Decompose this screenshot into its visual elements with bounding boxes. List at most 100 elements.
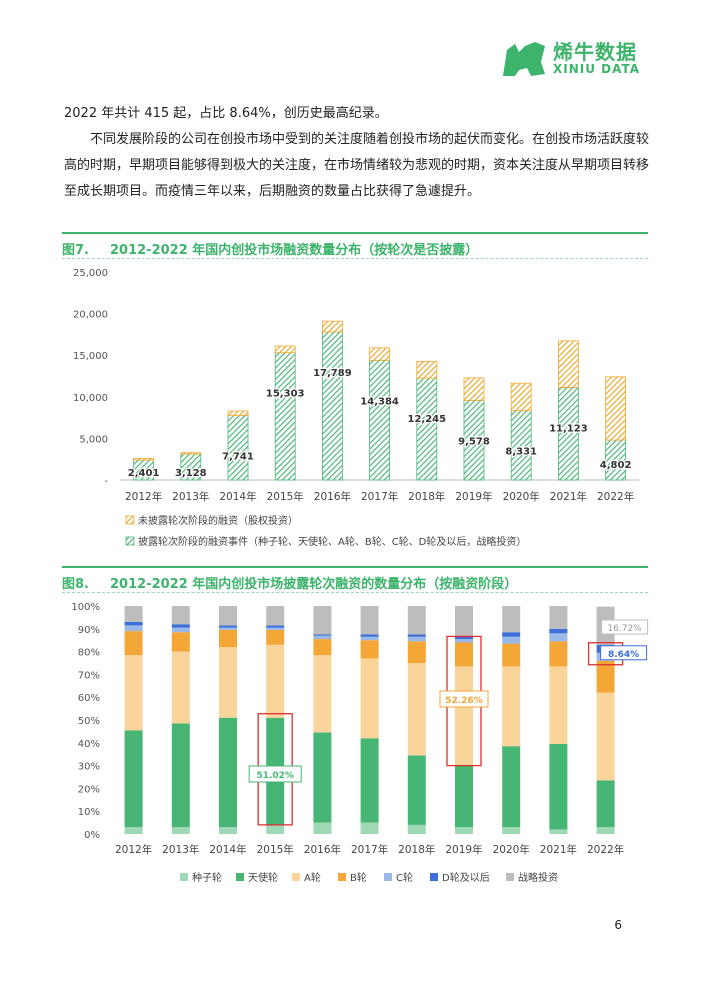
bar-segment-B轮 bbox=[407, 641, 426, 663]
x-tick-label: 2012年 bbox=[115, 843, 152, 856]
undisclosed-bar bbox=[510, 382, 532, 412]
bar-segment-C轮 bbox=[455, 639, 473, 643]
bar-segment-B轮 bbox=[502, 643, 521, 667]
bar-segment-A轮 bbox=[171, 651, 190, 724]
legend-swatch bbox=[430, 873, 438, 881]
legend-label: 披露轮次阶段的融资事件（种子轮、天使轮、A轮、B轮、C轮、D轮及以后，战略投资） bbox=[138, 535, 526, 548]
bar-segment-D轮及以后 bbox=[549, 628, 568, 634]
undisclosed-bar bbox=[180, 452, 202, 455]
x-tick-label: 2021年 bbox=[540, 843, 577, 856]
x-tick-label: 2014年 bbox=[219, 490, 256, 503]
undisclosed-bar bbox=[321, 320, 343, 333]
x-tick-label: 2021年 bbox=[550, 490, 587, 503]
bar-segment-B轮 bbox=[360, 640, 379, 659]
brand-name-en: XINIU DATA bbox=[552, 62, 640, 77]
bar-segment-战略投资 bbox=[171, 606, 190, 625]
text-line-1: 2022 年共计 415 起，占比 8.64%，创历史最高纪录。 bbox=[64, 106, 388, 121]
bar-segment-种子轮 bbox=[407, 824, 426, 834]
bar-segment-D轮及以后 bbox=[502, 632, 521, 637]
figure-7-chart: - 5,000 10,000 15,000 20,000 25,000 2012年 2013年… bbox=[73, 268, 640, 548]
bar-segment-A轮 bbox=[266, 644, 285, 718]
bar-segment-种子轮 bbox=[549, 829, 568, 834]
undisclosed-bar bbox=[416, 361, 438, 379]
legend-label: D轮及以后 bbox=[442, 871, 490, 884]
legend-swatch bbox=[384, 873, 392, 881]
bar-segment-天使轮 bbox=[596, 780, 615, 828]
y-tick-label: 60% bbox=[78, 693, 100, 704]
bar-segment-C轮 bbox=[313, 635, 332, 640]
bar-segment-B轮 bbox=[313, 639, 332, 656]
data-label: 4,802 bbox=[600, 460, 632, 471]
bar-segment-D轮及以后 bbox=[360, 634, 379, 637]
bar-segment-种子轮 bbox=[171, 827, 190, 834]
bar-segment-B轮 bbox=[455, 642, 473, 667]
disclosed-bar bbox=[321, 331, 343, 481]
bar-segment-种子轮 bbox=[124, 827, 143, 834]
x-tick-label: 2018年 bbox=[408, 490, 445, 503]
annotation-label: 51.02% bbox=[256, 771, 294, 781]
data-label: 12,245 bbox=[408, 414, 447, 425]
page-number: 6 bbox=[614, 918, 622, 932]
annotation-label: 8.64% bbox=[608, 650, 639, 660]
y-tick-label: 10,000 bbox=[73, 393, 108, 404]
legend-label: 战略投资 bbox=[518, 871, 558, 884]
figure-8-divider bbox=[62, 592, 648, 593]
y-tick-label: 80% bbox=[78, 648, 100, 659]
x-tick-label: 2012年 bbox=[125, 490, 162, 503]
bar-segment-A轮 bbox=[596, 692, 615, 781]
legend-label: C轮 bbox=[396, 871, 413, 884]
undisclosed-bar bbox=[605, 376, 626, 441]
legend-swatch bbox=[338, 873, 346, 881]
data-label: 2,401 bbox=[128, 468, 160, 479]
disclosed-bar bbox=[510, 410, 532, 481]
legend-swatch bbox=[292, 873, 300, 881]
bar-segment-战略投资 bbox=[549, 606, 568, 629]
bar-segment-种子轮 bbox=[502, 827, 521, 834]
x-tick-label: 2020年 bbox=[493, 843, 530, 856]
bar-segment-战略投资 bbox=[266, 606, 285, 626]
y-tick-label: 20% bbox=[78, 784, 100, 795]
bar-segment-A轮 bbox=[124, 655, 143, 731]
bar-segment-战略投资 bbox=[407, 606, 426, 635]
bar-segment-A轮 bbox=[219, 647, 237, 718]
undisclosed-bar bbox=[227, 410, 249, 416]
body-text: 2022 年共计 415 起，占比 8.64%，创历史最高纪录。 不同发展阶段的… bbox=[64, 101, 654, 205]
x-tick-label: 2013年 bbox=[162, 843, 199, 856]
legend-swatch bbox=[125, 536, 135, 546]
data-label: 15,303 bbox=[266, 389, 305, 400]
x-tick-label: 2015年 bbox=[267, 490, 304, 503]
bar-segment-A轮 bbox=[502, 666, 521, 747]
y-tick-label: 50% bbox=[78, 716, 100, 727]
disclosed-bar bbox=[227, 415, 249, 481]
bar-segment-C轮 bbox=[219, 627, 237, 630]
undisclosed-bar bbox=[274, 345, 296, 354]
bar-segment-天使轮 bbox=[455, 765, 473, 828]
x-tick-label: 2016年 bbox=[304, 843, 341, 856]
bar-segment-天使轮 bbox=[502, 746, 521, 828]
figure-7-caption: 2012-2022 年国内创投市场融资数量分布（按轮次是否披露） bbox=[110, 243, 479, 258]
bar-segment-B轮 bbox=[219, 629, 237, 648]
legend-swatch bbox=[180, 873, 188, 881]
bar-segment-B轮 bbox=[549, 641, 568, 667]
y-tick-label: 25,000 bbox=[73, 268, 108, 279]
bar-segment-战略投资 bbox=[360, 606, 379, 635]
bar-segment-天使轮 bbox=[360, 738, 379, 823]
bar-segment-A轮 bbox=[455, 666, 473, 766]
bar-segment-A轮 bbox=[313, 655, 332, 733]
y-tick-label: 20,000 bbox=[73, 310, 108, 321]
figure-8-title: 图8. 2012-2022 年国内创投市场披露轮次融资的数量分布（按融资阶段） bbox=[62, 566, 648, 592]
bar-segment-C轮 bbox=[124, 625, 143, 632]
annotation-box bbox=[601, 619, 649, 635]
y-tick-label: 30% bbox=[78, 762, 100, 773]
annotation-box bbox=[600, 645, 648, 661]
y-tick-label: 40% bbox=[78, 739, 100, 750]
bar-segment-C轮 bbox=[549, 633, 568, 642]
bar-segment-种子轮 bbox=[360, 822, 379, 834]
y-tick-label: 15,000 bbox=[73, 351, 108, 362]
bar-segment-C轮 bbox=[171, 627, 190, 633]
bar-segment-天使轮 bbox=[219, 717, 237, 828]
annotation-box bbox=[439, 690, 489, 708]
data-label: 14,384 bbox=[360, 396, 399, 407]
disclosed-bar bbox=[416, 377, 438, 481]
bar-segment-D轮及以后 bbox=[219, 625, 237, 628]
